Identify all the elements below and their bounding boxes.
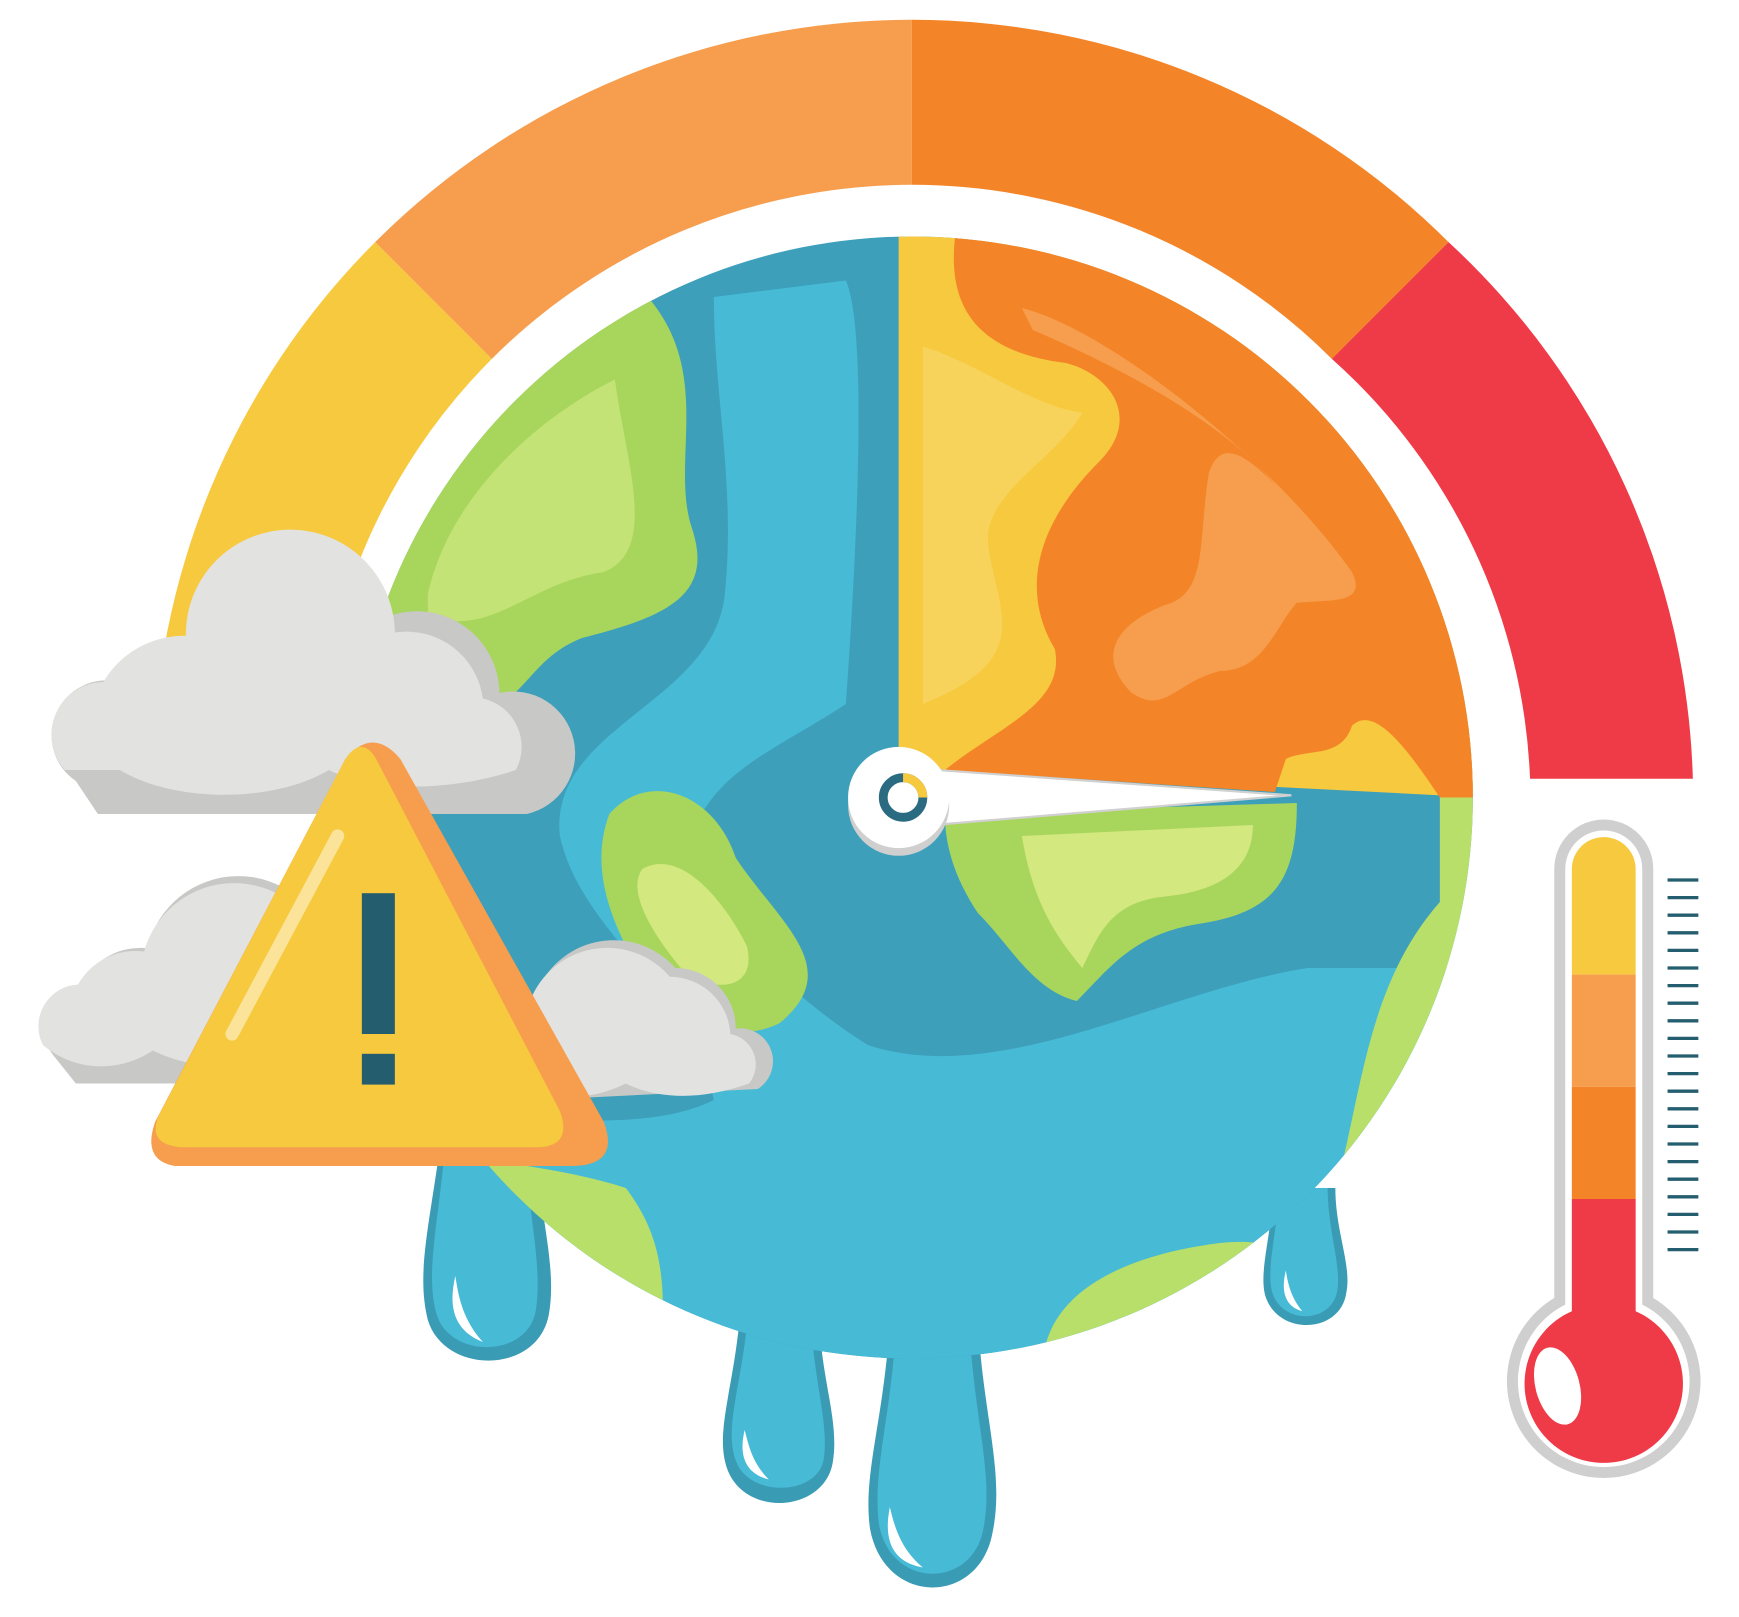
gauge-needle bbox=[848, 746, 1292, 856]
cloud bbox=[532, 940, 774, 1100]
land-light-green bbox=[427, 379, 635, 622]
thermometer bbox=[1506, 819, 1701, 1478]
drip-shine bbox=[1283, 1270, 1303, 1312]
gauge-light-orange bbox=[375, 19, 912, 359]
land-light-green bbox=[1021, 825, 1253, 968]
ocean-light bbox=[350, 280, 1473, 1359]
hot-light-yellow bbox=[922, 346, 1083, 704]
thermometer-red bbox=[1524, 1199, 1683, 1463]
thermometer-yellow bbox=[1571, 837, 1636, 975]
land-light-green bbox=[637, 863, 749, 985]
drips bbox=[423, 1155, 1348, 1588]
cloud-body bbox=[51, 529, 522, 795]
drip-shine bbox=[742, 1430, 769, 1480]
globe bbox=[350, 236, 1473, 1359]
needle-hub-ring bbox=[902, 773, 928, 798]
cloud-body bbox=[532, 947, 756, 1097]
drip-shine bbox=[452, 1276, 483, 1342]
drip bbox=[877, 1320, 987, 1574]
exclamation-dot bbox=[361, 1053, 395, 1085]
needle-hub bbox=[848, 746, 950, 849]
exclamation-bar bbox=[361, 893, 395, 1034]
thermometer-scale bbox=[1667, 878, 1699, 1252]
drip-shine bbox=[887, 1507, 923, 1568]
hot-light-orange bbox=[1021, 308, 1356, 701]
thermometer-light-orange bbox=[1571, 974, 1636, 1087]
warning-sign bbox=[151, 742, 608, 1166]
warning-shine bbox=[225, 829, 345, 1041]
bulb-shine bbox=[1533, 1347, 1582, 1425]
warning-face bbox=[155, 746, 564, 1148]
gauge-orange bbox=[911, 19, 1449, 359]
cloud bbox=[51, 529, 576, 814]
thermometer-orange bbox=[1571, 1086, 1636, 1199]
gauge-red bbox=[1331, 242, 1693, 779]
